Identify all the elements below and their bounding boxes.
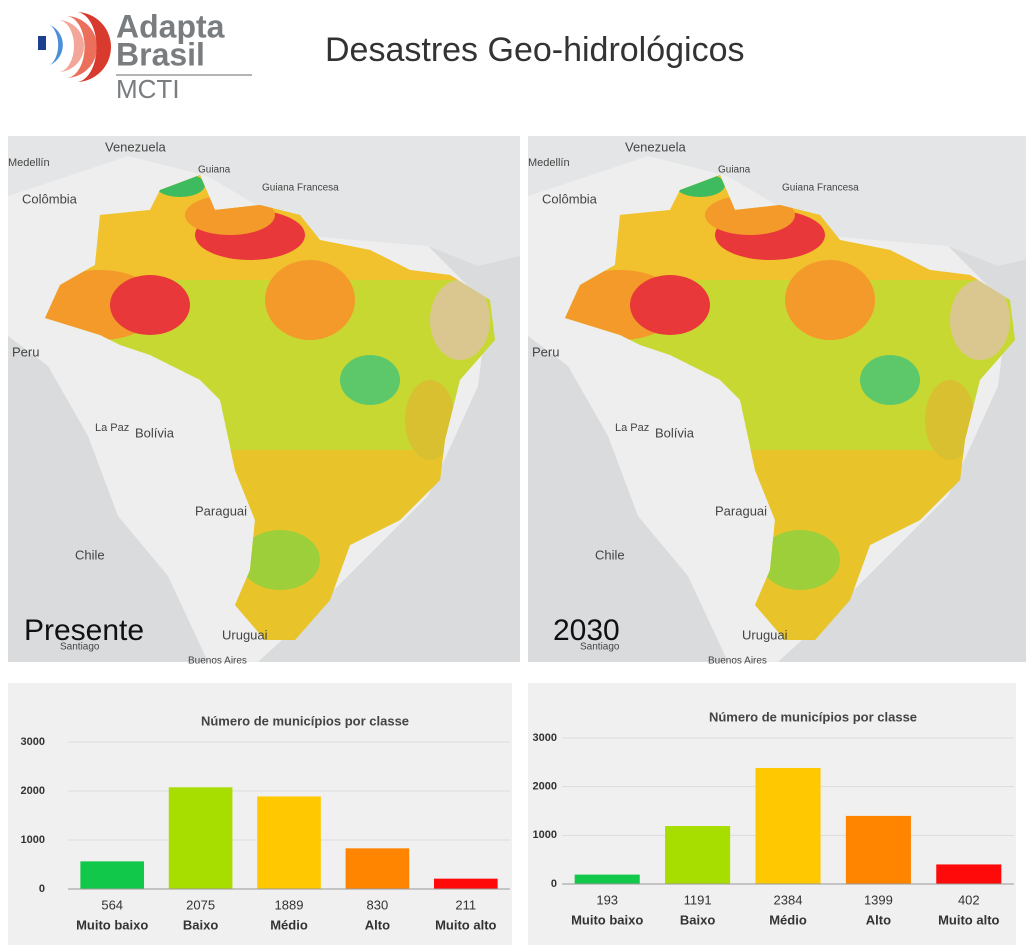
y-tick-label: 1000: [21, 834, 45, 846]
value-label: 1191: [684, 892, 712, 907]
bar: [845, 815, 911, 884]
place-label: Guiana Francesa: [782, 183, 859, 194]
value-label: 1889: [275, 897, 304, 912]
logo-text: MCTI: [116, 74, 180, 104]
x-tick-label: Médio: [769, 912, 807, 927]
bar: [936, 864, 1002, 884]
logo: Adapta Brasil MCTI: [38, 8, 252, 104]
logo-text: Adapta: [116, 8, 225, 44]
x-tick-label: Muito alto: [435, 917, 496, 932]
map-labels: Venezuela Medellín Colômbia Guiana Guiana Fr…: [8, 139, 339, 666]
place-label: La Paz: [95, 422, 129, 434]
y-tick-label: 1000: [533, 829, 557, 841]
x-tick-label: Muito baixo: [571, 912, 643, 927]
place-label: Buenos Aires: [188, 656, 247, 667]
x-tick-label: Alto: [365, 917, 390, 932]
map-caption: Presente: [24, 614, 144, 647]
chart-title: Número de municípios por classe: [709, 709, 917, 724]
map: [528, 136, 1026, 662]
y-tick-label: 0: [39, 883, 45, 895]
place-label: Colômbia: [22, 191, 78, 206]
value-label: 1399: [864, 892, 893, 907]
place-label: Peru: [12, 344, 39, 359]
value-label: 2384: [774, 892, 803, 907]
bar: [574, 874, 640, 884]
x-tick-label: Alto: [866, 912, 891, 927]
page-title: Desastres Geo-hidrológicos: [325, 31, 745, 69]
map-caption: 2030: [553, 614, 620, 647]
place-label: Uruguai: [742, 627, 788, 642]
y-tick-label: 3000: [533, 732, 557, 744]
bar: [755, 767, 821, 884]
place-label: Chile: [75, 547, 105, 562]
bar: [345, 848, 410, 889]
place-label: Paraguai: [195, 503, 247, 518]
bar: [665, 826, 731, 884]
bar: [257, 796, 321, 889]
x-tick-label: Muito alto: [938, 912, 999, 927]
value-label: 193: [596, 892, 618, 907]
place-label: Bolívia: [135, 425, 175, 440]
place-label: Venezuela: [625, 139, 686, 154]
value-label: 830: [367, 897, 389, 912]
place-label: Paraguai: [715, 503, 767, 518]
place-label: La Paz: [615, 422, 649, 434]
place-label: Peru: [532, 344, 559, 359]
x-tick-label: Muito baixo: [76, 917, 148, 932]
x-tick-label: Médio: [270, 917, 308, 932]
x-tick-label: Baixo: [680, 912, 715, 927]
bar: [80, 861, 145, 889]
x-tick-label: Baixo: [183, 917, 218, 932]
map-labels: Venezuela Medellín Colômbia Guiana Guiana Fr…: [528, 139, 859, 666]
value-label: 564: [101, 897, 123, 912]
y-tick-label: 2000: [533, 781, 557, 793]
bar: [168, 787, 233, 889]
place-label: Uruguai: [222, 627, 268, 642]
charts: Número de municípios por classe 0 1000 2000…: [21, 709, 1014, 932]
y-tick-label: 2000: [21, 785, 45, 797]
place-label: Colômbia: [542, 191, 598, 206]
logo-text: Brasil: [116, 36, 205, 72]
place-label: Venezuela: [105, 139, 166, 154]
y-tick-label: 0: [551, 878, 557, 890]
place-label: Medellín: [8, 157, 50, 169]
place-label: Guiana Francesa: [262, 183, 339, 194]
value-label: 211: [455, 897, 476, 912]
place-label: Medellín: [528, 157, 570, 169]
chart-title: Número de municípios por classe: [201, 713, 409, 728]
place-label: Buenos Aires: [708, 656, 767, 667]
place-label: Guiana: [198, 165, 231, 176]
bar: [433, 878, 498, 889]
value-label: 402: [958, 892, 980, 907]
place-label: Santiago: [60, 642, 100, 653]
y-tick-label: 3000: [21, 736, 45, 748]
place-label: Guiana: [718, 165, 751, 176]
place-label: Santiago: [580, 642, 620, 653]
place-label: Chile: [595, 547, 625, 562]
map: [8, 136, 520, 662]
value-label: 2075: [186, 897, 215, 912]
place-label: Bolívia: [655, 425, 695, 440]
